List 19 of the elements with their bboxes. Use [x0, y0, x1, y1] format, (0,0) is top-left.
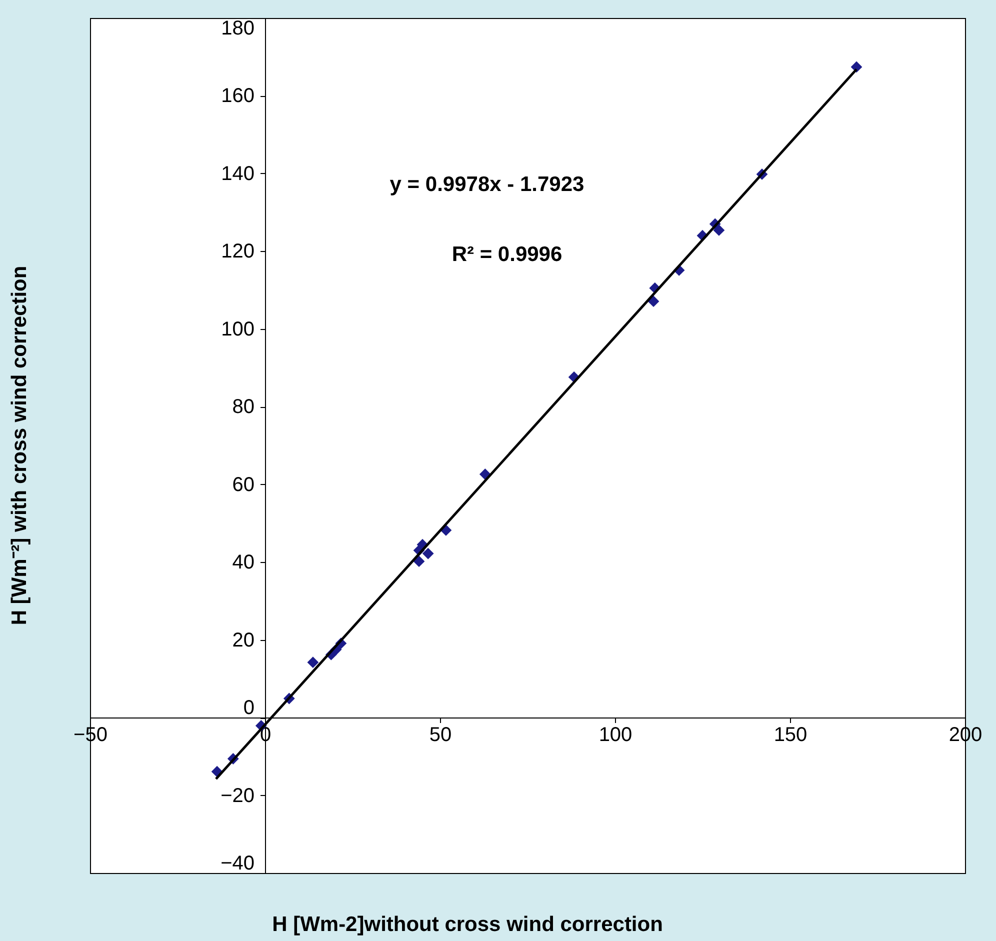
- y-tick-label: 20: [232, 629, 254, 652]
- y-tick-label: −20: [220, 784, 254, 807]
- y-tick-label: 40: [232, 552, 254, 574]
- y-tick-label: 180: [221, 18, 254, 40]
- x-tick-label: 50: [429, 724, 452, 746]
- annotation: y = 0.9978x - 1.7923: [390, 173, 584, 196]
- y-tick-label: 80: [232, 396, 254, 418]
- y-axis-title: H [Wm⁻²] with cross wind correction: [8, 266, 31, 626]
- y-tick-label: 140: [221, 162, 254, 185]
- x-tick-label: 150: [774, 724, 808, 746]
- y-tick-label: 60: [232, 474, 254, 496]
- y-tick-label: 160: [221, 85, 254, 108]
- y-tick-label: −40: [220, 852, 254, 874]
- y-tick-label: 0: [243, 697, 254, 720]
- annotation: R² = 0.9996: [452, 243, 562, 266]
- y-tick-label: 120: [221, 240, 254, 263]
- y-tick-label: 100: [221, 318, 254, 340]
- x-tick-label: 100: [598, 724, 632, 746]
- x-axis-title: H [Wm-2]without cross wind correction: [272, 913, 663, 936]
